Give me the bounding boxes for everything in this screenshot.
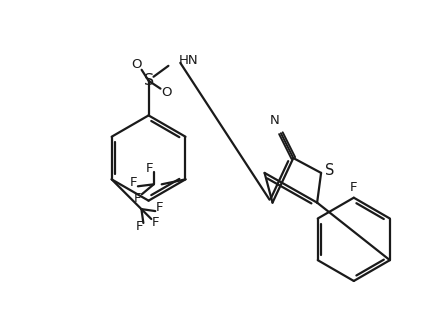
Text: HN: HN xyxy=(178,54,198,67)
Text: S: S xyxy=(144,73,154,88)
Text: O: O xyxy=(161,86,172,99)
Text: F: F xyxy=(130,176,138,189)
Text: F: F xyxy=(135,220,143,233)
Text: S: S xyxy=(326,163,335,178)
Text: F: F xyxy=(134,192,141,205)
Text: F: F xyxy=(151,216,159,229)
Text: O: O xyxy=(132,58,142,72)
Text: F: F xyxy=(156,201,163,214)
Text: F: F xyxy=(350,181,358,194)
Text: F: F xyxy=(146,162,154,175)
Text: N: N xyxy=(270,114,280,127)
